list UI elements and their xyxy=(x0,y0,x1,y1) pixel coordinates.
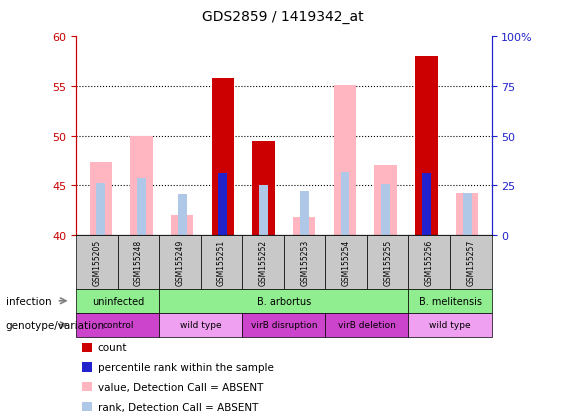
Bar xyxy=(456,194,479,235)
Bar xyxy=(96,184,105,235)
Text: virB deletion: virB deletion xyxy=(338,320,396,330)
Text: GSM155252: GSM155252 xyxy=(259,239,268,285)
Bar xyxy=(137,179,146,235)
Bar xyxy=(253,141,275,235)
Text: uninfected: uninfected xyxy=(92,296,144,306)
Text: GSM155256: GSM155256 xyxy=(425,239,434,285)
Text: GSM155249: GSM155249 xyxy=(176,239,185,285)
Text: GSM155205: GSM155205 xyxy=(93,239,102,285)
Bar xyxy=(259,186,268,235)
Bar xyxy=(293,218,315,235)
Bar xyxy=(341,173,350,235)
Bar xyxy=(300,192,308,235)
Text: GSM155254: GSM155254 xyxy=(342,239,351,285)
Text: GDS2859 / 1419342_at: GDS2859 / 1419342_at xyxy=(202,10,363,24)
Bar xyxy=(334,86,356,235)
Bar xyxy=(463,194,472,235)
Text: value, Detection Call = ABSENT: value, Detection Call = ABSENT xyxy=(98,382,263,392)
Bar xyxy=(130,136,153,235)
Text: wild type: wild type xyxy=(429,320,471,330)
Bar xyxy=(212,79,234,235)
Text: GSM155251: GSM155251 xyxy=(217,239,226,285)
Text: virB disruption: virB disruption xyxy=(251,320,317,330)
Text: GSM155255: GSM155255 xyxy=(383,239,392,285)
Text: GSM155253: GSM155253 xyxy=(300,239,309,285)
Text: B. arbortus: B. arbortus xyxy=(257,296,311,306)
Bar xyxy=(381,185,390,235)
Text: GSM155257: GSM155257 xyxy=(466,239,475,285)
Text: wild type: wild type xyxy=(180,320,221,330)
Bar xyxy=(422,174,431,235)
Text: percentile rank within the sample: percentile rank within the sample xyxy=(98,362,273,372)
Text: B. melitensis: B. melitensis xyxy=(419,296,481,306)
Bar xyxy=(171,216,193,235)
Bar xyxy=(218,174,227,235)
Text: rank, Detection Call = ABSENT: rank, Detection Call = ABSENT xyxy=(98,402,258,412)
Text: GSM155248: GSM155248 xyxy=(134,239,143,285)
Text: control: control xyxy=(102,320,133,330)
Bar xyxy=(89,163,112,235)
Text: genotype/variation: genotype/variation xyxy=(6,320,105,330)
Bar xyxy=(375,166,397,235)
Text: infection: infection xyxy=(6,296,51,306)
Bar xyxy=(415,57,438,235)
Text: count: count xyxy=(98,342,127,352)
Bar xyxy=(177,195,186,235)
